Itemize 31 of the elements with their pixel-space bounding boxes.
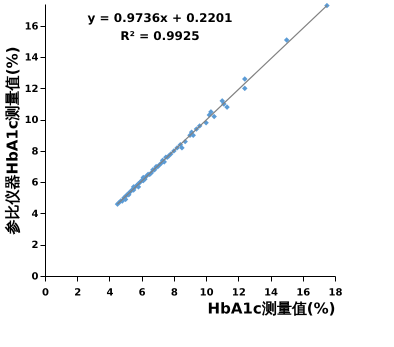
y-tick-label: 8	[32, 146, 39, 158]
annotation: y = 0.9736x + 0.2201	[88, 11, 232, 25]
x-tick-label: 0	[42, 288, 50, 298]
point	[211, 114, 217, 120]
x-tick-label: 14	[264, 288, 278, 298]
point	[208, 109, 214, 115]
y-tick-label: 12	[24, 84, 39, 95]
point	[242, 76, 248, 82]
y-axis-title: 参比仪器HbA1c测量值(%)	[4, 46, 22, 236]
y-tick-label: 10	[24, 115, 39, 126]
annotation: R² = 0.9925	[120, 29, 200, 43]
y-tick-label: 0	[32, 272, 39, 282]
point	[224, 104, 230, 110]
point	[179, 145, 185, 151]
point	[242, 86, 248, 92]
x-tick-label: 12	[232, 288, 246, 298]
x-tick-label: 18	[328, 288, 342, 298]
x-axis-title: HbA1c测量值(%)	[208, 300, 336, 318]
y-tick-label: 14	[24, 52, 39, 64]
x-tick-label: 2	[74, 288, 82, 298]
y-tick-label: 16	[24, 21, 39, 32]
x-tick-label: 10	[200, 288, 214, 298]
point	[284, 37, 290, 43]
x-tick-label: 16	[296, 288, 310, 298]
y-tick-label: 2	[32, 240, 39, 252]
y-tick-label: 4	[32, 208, 39, 220]
x-tick-label: 4	[106, 288, 114, 298]
x-tick-label: 8	[170, 288, 178, 298]
y-tick-label: 6	[32, 178, 39, 189]
x-tick-label: 6	[138, 288, 146, 298]
point	[219, 98, 225, 104]
